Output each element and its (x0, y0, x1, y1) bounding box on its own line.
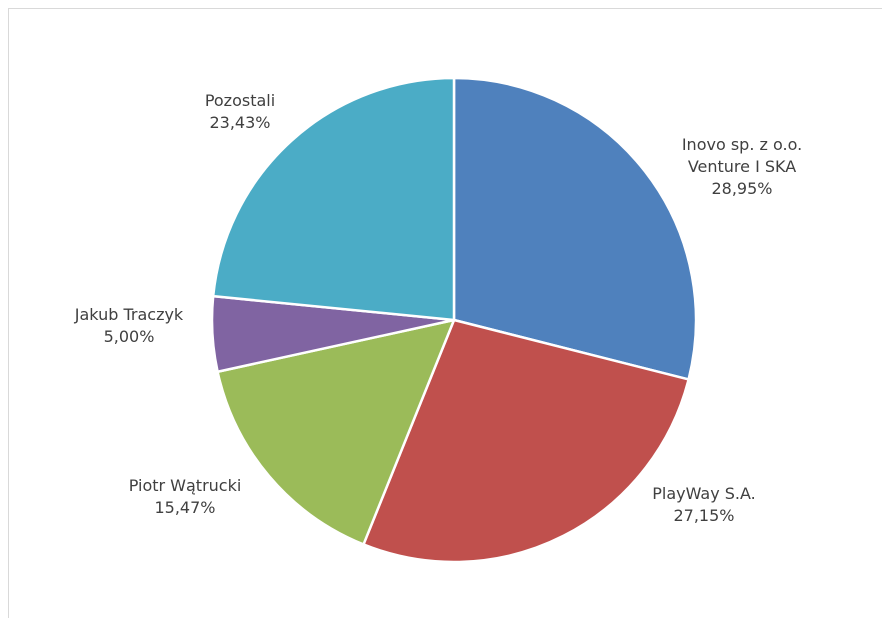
pie-labels: Inovo sp. z o.o. Venture I SKA 28,95% PlayW… (74, 91, 802, 525)
pie-slice-2 (362, 318, 690, 564)
pie-slices (210, 76, 698, 564)
slice-value-label: 28,95% (711, 179, 772, 198)
pie-slice-1 (452, 76, 698, 381)
slice-name-label: Pozostali (205, 91, 275, 110)
slice-label-3: Piotr Wątrucki 15,47% (129, 476, 242, 517)
slice-label-5: Pozostali 23,43% (205, 91, 275, 132)
slice-value-label: 5,00% (104, 327, 155, 346)
slice-value-label: 27,15% (673, 506, 734, 525)
slice-label-4: Jakub Traczyk 5,00% (74, 305, 184, 346)
slice-label-1: Inovo sp. z o.o. Venture I SKA 28,95% (682, 135, 802, 198)
pie-slice-5 (211, 76, 456, 322)
chart-area (8, 8, 882, 618)
slice-name-label: Jakub Traczyk (74, 305, 184, 324)
pie-slice-3 (216, 318, 456, 546)
slice-name-label: Inovo sp. z o.o. (682, 135, 802, 154)
slice-name-label: Piotr Wątrucki (129, 476, 242, 495)
slice-label-2: PlayWay S.A. 27,15% (652, 484, 756, 525)
slice-value-label: 15,47% (154, 498, 215, 517)
slice-name-label: PlayWay S.A. (652, 484, 756, 503)
slice-value-label: 23,43% (209, 113, 270, 132)
slice-name-label: Venture I SKA (688, 157, 796, 176)
